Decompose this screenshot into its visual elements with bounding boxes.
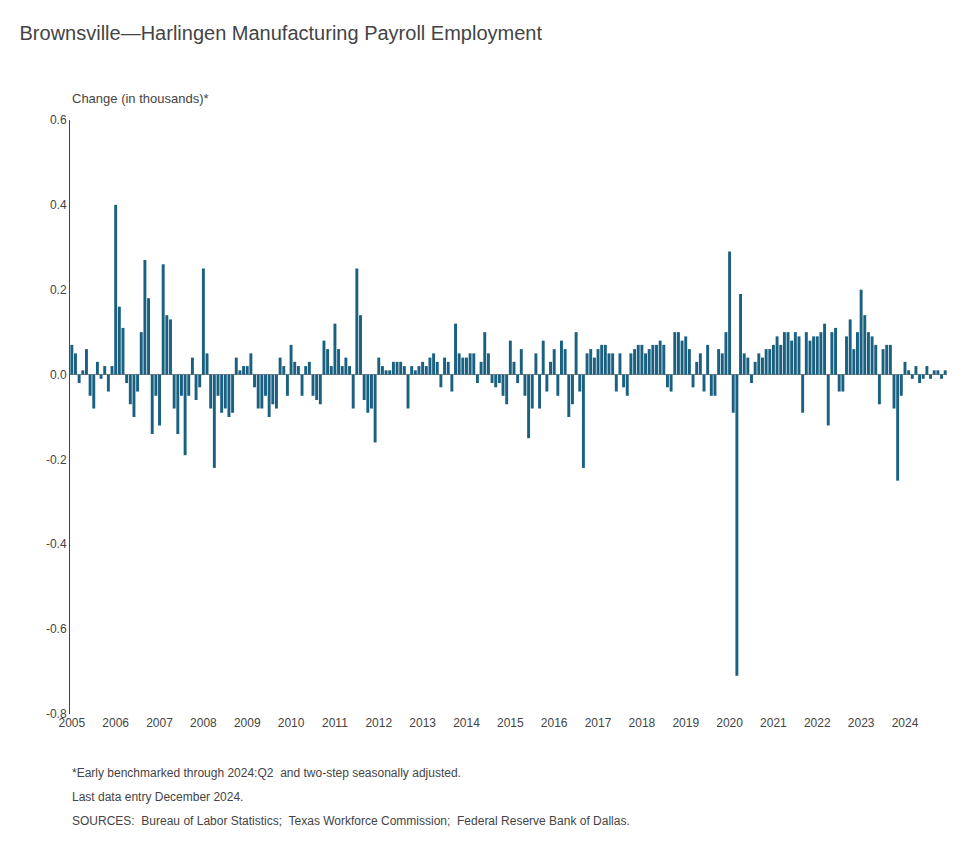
svg-text:2008: 2008 [190, 716, 217, 730]
svg-text:-0.4: -0.4 [46, 537, 67, 551]
svg-text:SOURCES: Bureau of Labor Stat: SOURCES: Bureau of Labor Statistics; Tex… [72, 814, 630, 828]
svg-text:2017: 2017 [585, 716, 612, 730]
svg-text:*Early benchmarked through 202: *Early benchmarked through 2024:Q2 and t… [72, 766, 461, 780]
svg-text:2020: 2020 [716, 716, 743, 730]
svg-text:-0.6: -0.6 [46, 622, 67, 636]
svg-text:2019: 2019 [672, 716, 699, 730]
svg-text:2013: 2013 [409, 716, 436, 730]
svg-text:Change (in thousands)*: Change (in thousands)* [72, 91, 209, 106]
svg-text:2007: 2007 [146, 716, 173, 730]
svg-text:-0.8: -0.8 [46, 707, 67, 721]
svg-text:2015: 2015 [497, 716, 524, 730]
svg-text:2022: 2022 [804, 716, 831, 730]
svg-text:0.6: 0.6 [50, 113, 67, 127]
svg-text:2016: 2016 [541, 716, 568, 730]
svg-text:2018: 2018 [629, 716, 656, 730]
svg-text:2014: 2014 [453, 716, 480, 730]
svg-text:-0.2: -0.2 [46, 453, 67, 467]
svg-text:2024: 2024 [892, 716, 919, 730]
svg-text:2011: 2011 [322, 716, 348, 730]
svg-text:2009: 2009 [234, 716, 261, 730]
svg-text:Last data entry December 2024.: Last data entry December 2024. [72, 790, 243, 804]
svg-text:2005: 2005 [58, 716, 85, 730]
svg-text:2010: 2010 [278, 716, 305, 730]
svg-text:Brownsville—Harlingen Manufact: Brownsville—Harlingen Manufacturing Payr… [20, 22, 543, 44]
svg-text:2021: 2021 [760, 716, 787, 730]
svg-text:0.0: 0.0 [50, 368, 67, 382]
svg-text:0.2: 0.2 [50, 283, 67, 297]
svg-text:2012: 2012 [365, 716, 392, 730]
svg-text:2006: 2006 [102, 716, 129, 730]
svg-text:0.4: 0.4 [50, 198, 67, 212]
svg-text:2023: 2023 [848, 716, 875, 730]
